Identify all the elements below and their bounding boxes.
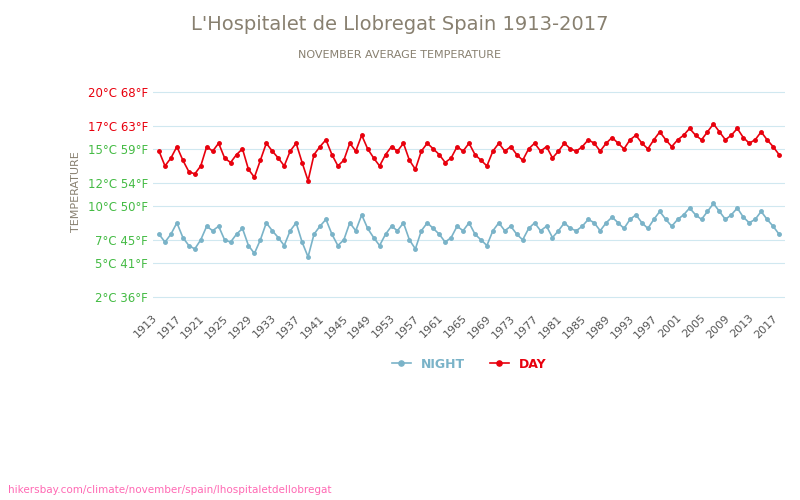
NIGHT — [154, 231, 164, 237]
NIGHT — [774, 231, 784, 237]
NIGHT — [709, 200, 718, 206]
DAY — [238, 146, 247, 152]
DAY — [774, 152, 784, 158]
DAY — [709, 121, 718, 127]
DAY — [429, 146, 438, 152]
DAY — [607, 134, 617, 140]
NIGHT — [607, 214, 617, 220]
DAY — [154, 148, 164, 154]
DAY — [303, 178, 313, 184]
DAY — [614, 140, 623, 146]
DAY — [398, 140, 408, 146]
DAY — [160, 163, 170, 169]
NIGHT — [614, 220, 623, 226]
Y-axis label: TEMPERATURE: TEMPERATURE — [71, 151, 81, 232]
NIGHT — [303, 254, 313, 260]
Legend: NIGHT, DAY: NIGHT, DAY — [387, 354, 551, 376]
NIGHT — [398, 220, 408, 226]
Text: L'Hospitalet de Llobregat Spain 1913-2017: L'Hospitalet de Llobregat Spain 1913-201… — [191, 15, 609, 34]
NIGHT — [429, 226, 438, 232]
Line: NIGHT: NIGHT — [158, 202, 781, 258]
NIGHT — [160, 239, 170, 245]
NIGHT — [238, 226, 247, 232]
Line: DAY: DAY — [158, 122, 781, 182]
Text: NOVEMBER AVERAGE TEMPERATURE: NOVEMBER AVERAGE TEMPERATURE — [298, 50, 502, 60]
Text: hikersbay.com/climate/november/spain/lhospitaletdellobregat: hikersbay.com/climate/november/spain/lho… — [8, 485, 331, 495]
